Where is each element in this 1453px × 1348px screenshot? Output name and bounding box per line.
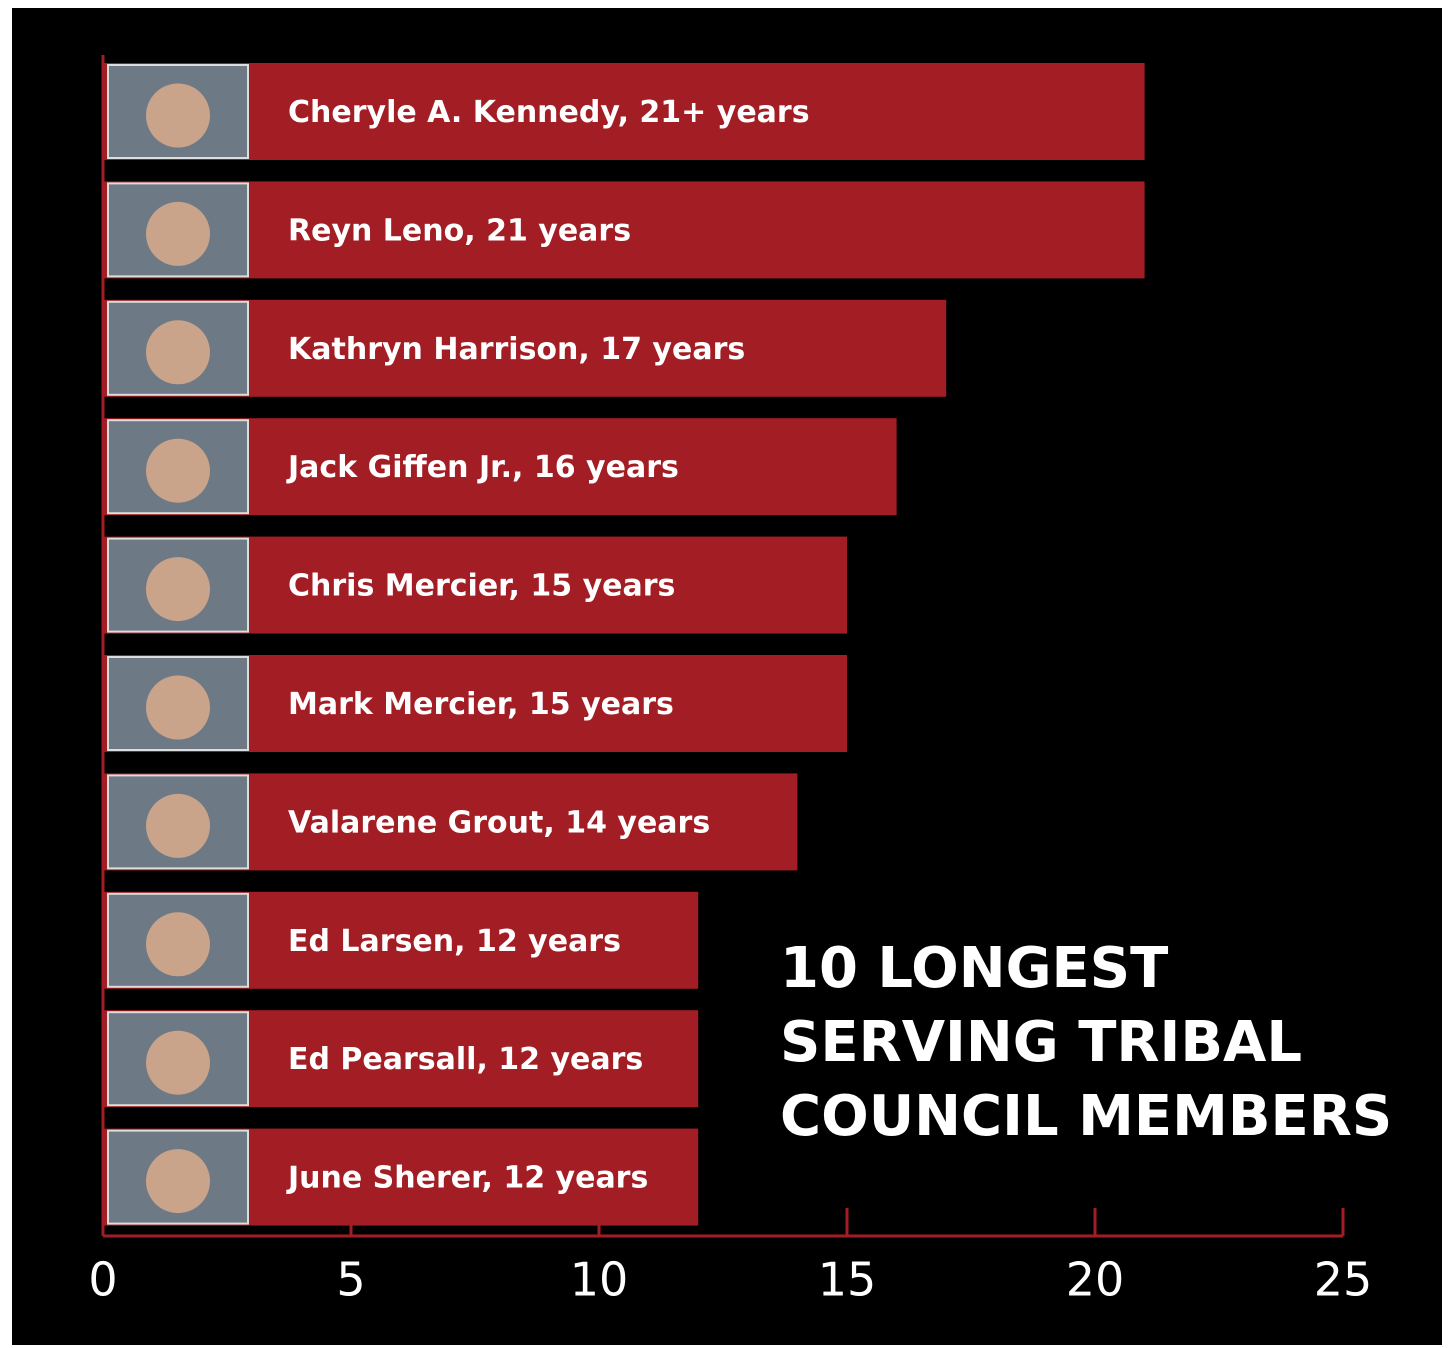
category-label: June Sherer, 12 years	[286, 1161, 648, 1196]
x-tick-label: 10	[570, 1253, 629, 1307]
chart-title: SERVING TRIBAL	[780, 1010, 1302, 1075]
photo-face	[146, 912, 210, 977]
x-tick-label: 20	[1066, 1253, 1125, 1307]
photo-face	[146, 83, 210, 148]
x-tick-label: 25	[1314, 1253, 1373, 1307]
category-label: Kathryn Harrison, 17 years	[288, 332, 745, 367]
category-label: Reyn Leno, 21 years	[288, 213, 631, 248]
bar	[103, 63, 1145, 160]
category-label: Ed Larsen, 12 years	[288, 924, 621, 959]
chart-title: COUNCIL MEMBERS	[780, 1084, 1392, 1149]
bar	[103, 181, 1145, 279]
photo-face	[146, 201, 210, 266]
photo-face	[146, 557, 210, 622]
photo-face	[146, 320, 210, 385]
photo-face	[146, 793, 210, 858]
category-label: Chris Mercier, 15 years	[288, 569, 675, 604]
photo-face	[146, 1149, 210, 1214]
category-label: Cheryle A. Kennedy, 21+ years	[288, 95, 810, 130]
category-label: Jack Giffen Jr., 16 years	[286, 450, 679, 485]
category-label: Ed Pearsall, 12 years	[288, 1042, 643, 1077]
chart-title: 10 LONGEST	[780, 936, 1168, 1001]
photo-face	[146, 675, 210, 740]
photo-face	[146, 438, 210, 503]
x-tick-label: 5	[336, 1253, 365, 1307]
photo-face	[146, 1030, 210, 1095]
category-label: Mark Mercier, 15 years	[288, 687, 674, 722]
category-label: Valarene Grout, 14 years	[288, 805, 710, 840]
x-tick-label: 0	[88, 1253, 117, 1307]
x-tick-label: 15	[818, 1253, 877, 1307]
